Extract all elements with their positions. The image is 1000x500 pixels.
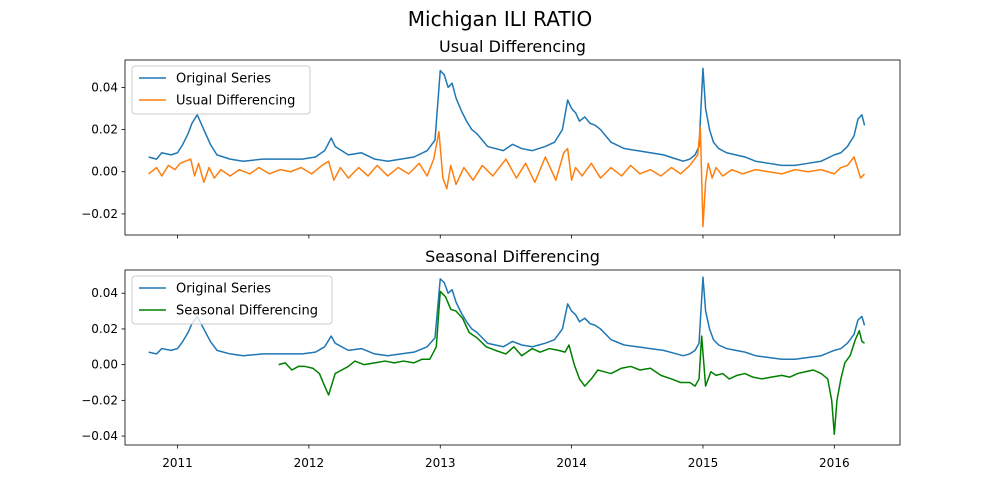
seasonal-legend-label: Seasonal Differencing bbox=[176, 304, 318, 319]
usual-legend-label: Usual Differencing bbox=[176, 94, 295, 109]
seasonal-ytick-label: 0.00 bbox=[91, 358, 118, 372]
seasonal-legend-box bbox=[131, 275, 333, 325]
usual-panel-title: Usual Differencing bbox=[439, 37, 586, 56]
usual-legend: Original Series Usual Differencing bbox=[131, 65, 311, 115]
usual-differencing-panel: Usual Differencing 0.04 0.02 0.00 −0.02 Orig… bbox=[81, 37, 901, 239]
seasonal-axes-frame bbox=[124, 269, 901, 446]
seasonal-xtick-label: 2014 bbox=[556, 456, 587, 470]
usual-ytick-label: 0.02 bbox=[91, 123, 118, 137]
seasonal-xtick-label: 2016 bbox=[819, 456, 850, 470]
usual-series-line-usual bbox=[148, 126, 866, 228]
seasonal-ytick-label: 0.04 bbox=[91, 286, 118, 300]
usual-legend-box bbox=[131, 65, 311, 115]
seasonal-series-line-seasonal bbox=[278, 290, 865, 436]
usual-axes-frame bbox=[124, 59, 901, 236]
seasonal-ytick-label: −0.04 bbox=[81, 429, 118, 443]
seasonal-series-line-original bbox=[148, 276, 866, 361]
seasonal-xtick-label: 2013 bbox=[425, 456, 456, 470]
usual-legend-label: Original Series bbox=[176, 72, 271, 87]
seasonal-xtick-label: 2011 bbox=[162, 456, 193, 470]
usual-ytick-label: −0.02 bbox=[81, 207, 118, 221]
usual-ytick-label: 0.04 bbox=[91, 80, 118, 94]
figure-suptitle: Michigan ILI RATIO bbox=[408, 7, 592, 31]
seasonal-legend-label: Original Series bbox=[176, 282, 271, 297]
seasonal-xtick-label: 2015 bbox=[688, 456, 719, 470]
seasonal-ytick-label: 0.02 bbox=[91, 322, 118, 336]
seasonal-legend: Original Series Seasonal Differencing bbox=[131, 275, 333, 325]
seasonal-differencing-panel: Seasonal Differencing 0.04 0.02 0.00 −0.02 −… bbox=[81, 247, 901, 470]
seasonal-xtick-label: 2012 bbox=[294, 456, 325, 470]
seasonal-ytick-label: −0.02 bbox=[81, 393, 118, 407]
seasonal-panel-title: Seasonal Differencing bbox=[425, 247, 600, 266]
usual-series-line-original bbox=[148, 67, 866, 167]
usual-ytick-label: 0.00 bbox=[91, 165, 118, 179]
